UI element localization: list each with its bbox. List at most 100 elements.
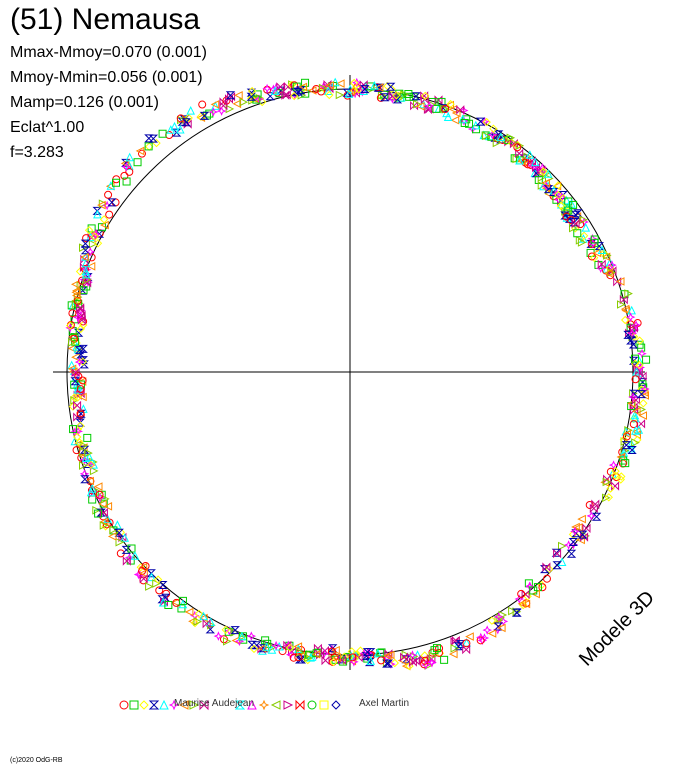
data-point — [462, 637, 471, 647]
data-point — [476, 632, 486, 643]
data-point — [221, 625, 231, 635]
data-point — [80, 252, 89, 262]
data-point — [74, 372, 83, 381]
data-point — [586, 511, 597, 521]
data-point — [122, 556, 131, 566]
data-point — [99, 517, 109, 527]
data-point — [124, 553, 135, 563]
data-point — [631, 406, 641, 416]
stat-mmax-mmoy: Mmax-Mmoy=0.070 (0.001) — [10, 44, 207, 61]
data-point — [86, 460, 96, 469]
data-point — [489, 124, 498, 133]
data-point — [626, 336, 636, 345]
data-points — [65, 77, 651, 671]
data-point — [601, 252, 611, 262]
legend-marker — [178, 700, 189, 710]
data-point — [613, 277, 622, 287]
data-point — [281, 90, 290, 100]
data-point — [76, 421, 85, 431]
data-point — [617, 300, 626, 309]
data-point — [340, 652, 349, 662]
legend-marker — [295, 699, 305, 711]
data-point — [632, 366, 641, 376]
data-point — [335, 90, 345, 100]
data-point — [81, 453, 91, 462]
legend-observer-2: Axel Martin — [359, 698, 410, 709]
data-point — [90, 232, 100, 242]
data-point — [625, 312, 636, 322]
data-point — [78, 376, 87, 385]
data-point — [629, 420, 638, 429]
data-point — [257, 643, 267, 653]
data-point — [99, 521, 109, 530]
data-point — [67, 344, 77, 353]
data-point — [627, 446, 637, 454]
data-point — [109, 525, 118, 535]
chart-title: (51) Nemausa — [10, 3, 201, 36]
data-point — [196, 112, 206, 121]
data-point — [231, 636, 241, 645]
data-point — [224, 627, 233, 636]
data-point — [635, 360, 644, 370]
data-point — [621, 459, 630, 468]
data-point — [635, 336, 644, 345]
data-point — [515, 155, 524, 165]
data-point — [321, 655, 330, 666]
data-point — [496, 132, 506, 142]
data-point — [213, 631, 224, 641]
data-point — [627, 439, 636, 448]
data-point — [597, 259, 606, 269]
stat-mmoy-mmin: Mmoy-Mmin=0.056 (0.001) — [10, 69, 203, 86]
data-point — [93, 239, 103, 248]
data-point — [642, 355, 651, 364]
data-point — [616, 475, 626, 484]
data-point — [230, 626, 240, 635]
data-point — [571, 218, 580, 229]
data-point — [487, 629, 497, 638]
data-point — [199, 611, 208, 621]
data-point — [190, 618, 200, 628]
data-point — [573, 229, 582, 238]
data-point — [400, 90, 410, 99]
data-point — [71, 367, 80, 378]
data-point — [311, 649, 321, 659]
data-point — [252, 95, 261, 104]
data-point — [423, 104, 432, 115]
data-point — [164, 601, 173, 610]
data-point — [93, 482, 103, 491]
data-point — [460, 118, 469, 127]
data-point — [590, 235, 599, 244]
data-point — [459, 116, 469, 126]
data-point — [532, 162, 540, 173]
data-point — [317, 87, 326, 96]
data-point — [258, 644, 269, 653]
data-point — [577, 238, 587, 247]
data-point — [636, 390, 647, 399]
data-point — [83, 433, 92, 442]
data-point — [597, 245, 607, 254]
data-point — [82, 271, 92, 281]
data-point — [420, 651, 429, 660]
data-point — [639, 399, 648, 408]
data-point — [624, 289, 633, 298]
data-point — [482, 117, 491, 127]
data-point — [70, 279, 80, 289]
data-point — [559, 193, 568, 203]
legend-marker — [283, 700, 294, 710]
data-point — [420, 656, 429, 665]
data-point — [448, 649, 458, 659]
data-point — [144, 142, 153, 151]
data-point — [539, 167, 548, 176]
data-point — [578, 530, 588, 539]
data-point — [271, 640, 281, 651]
data-point — [72, 432, 82, 442]
data-point — [219, 100, 228, 111]
data-point — [446, 99, 455, 109]
data-point — [348, 653, 357, 662]
data-point — [589, 253, 599, 263]
data-point — [564, 214, 575, 223]
legend-marker — [258, 699, 270, 711]
data-point — [77, 312, 86, 322]
data-point — [482, 131, 491, 141]
data-point — [558, 541, 567, 551]
